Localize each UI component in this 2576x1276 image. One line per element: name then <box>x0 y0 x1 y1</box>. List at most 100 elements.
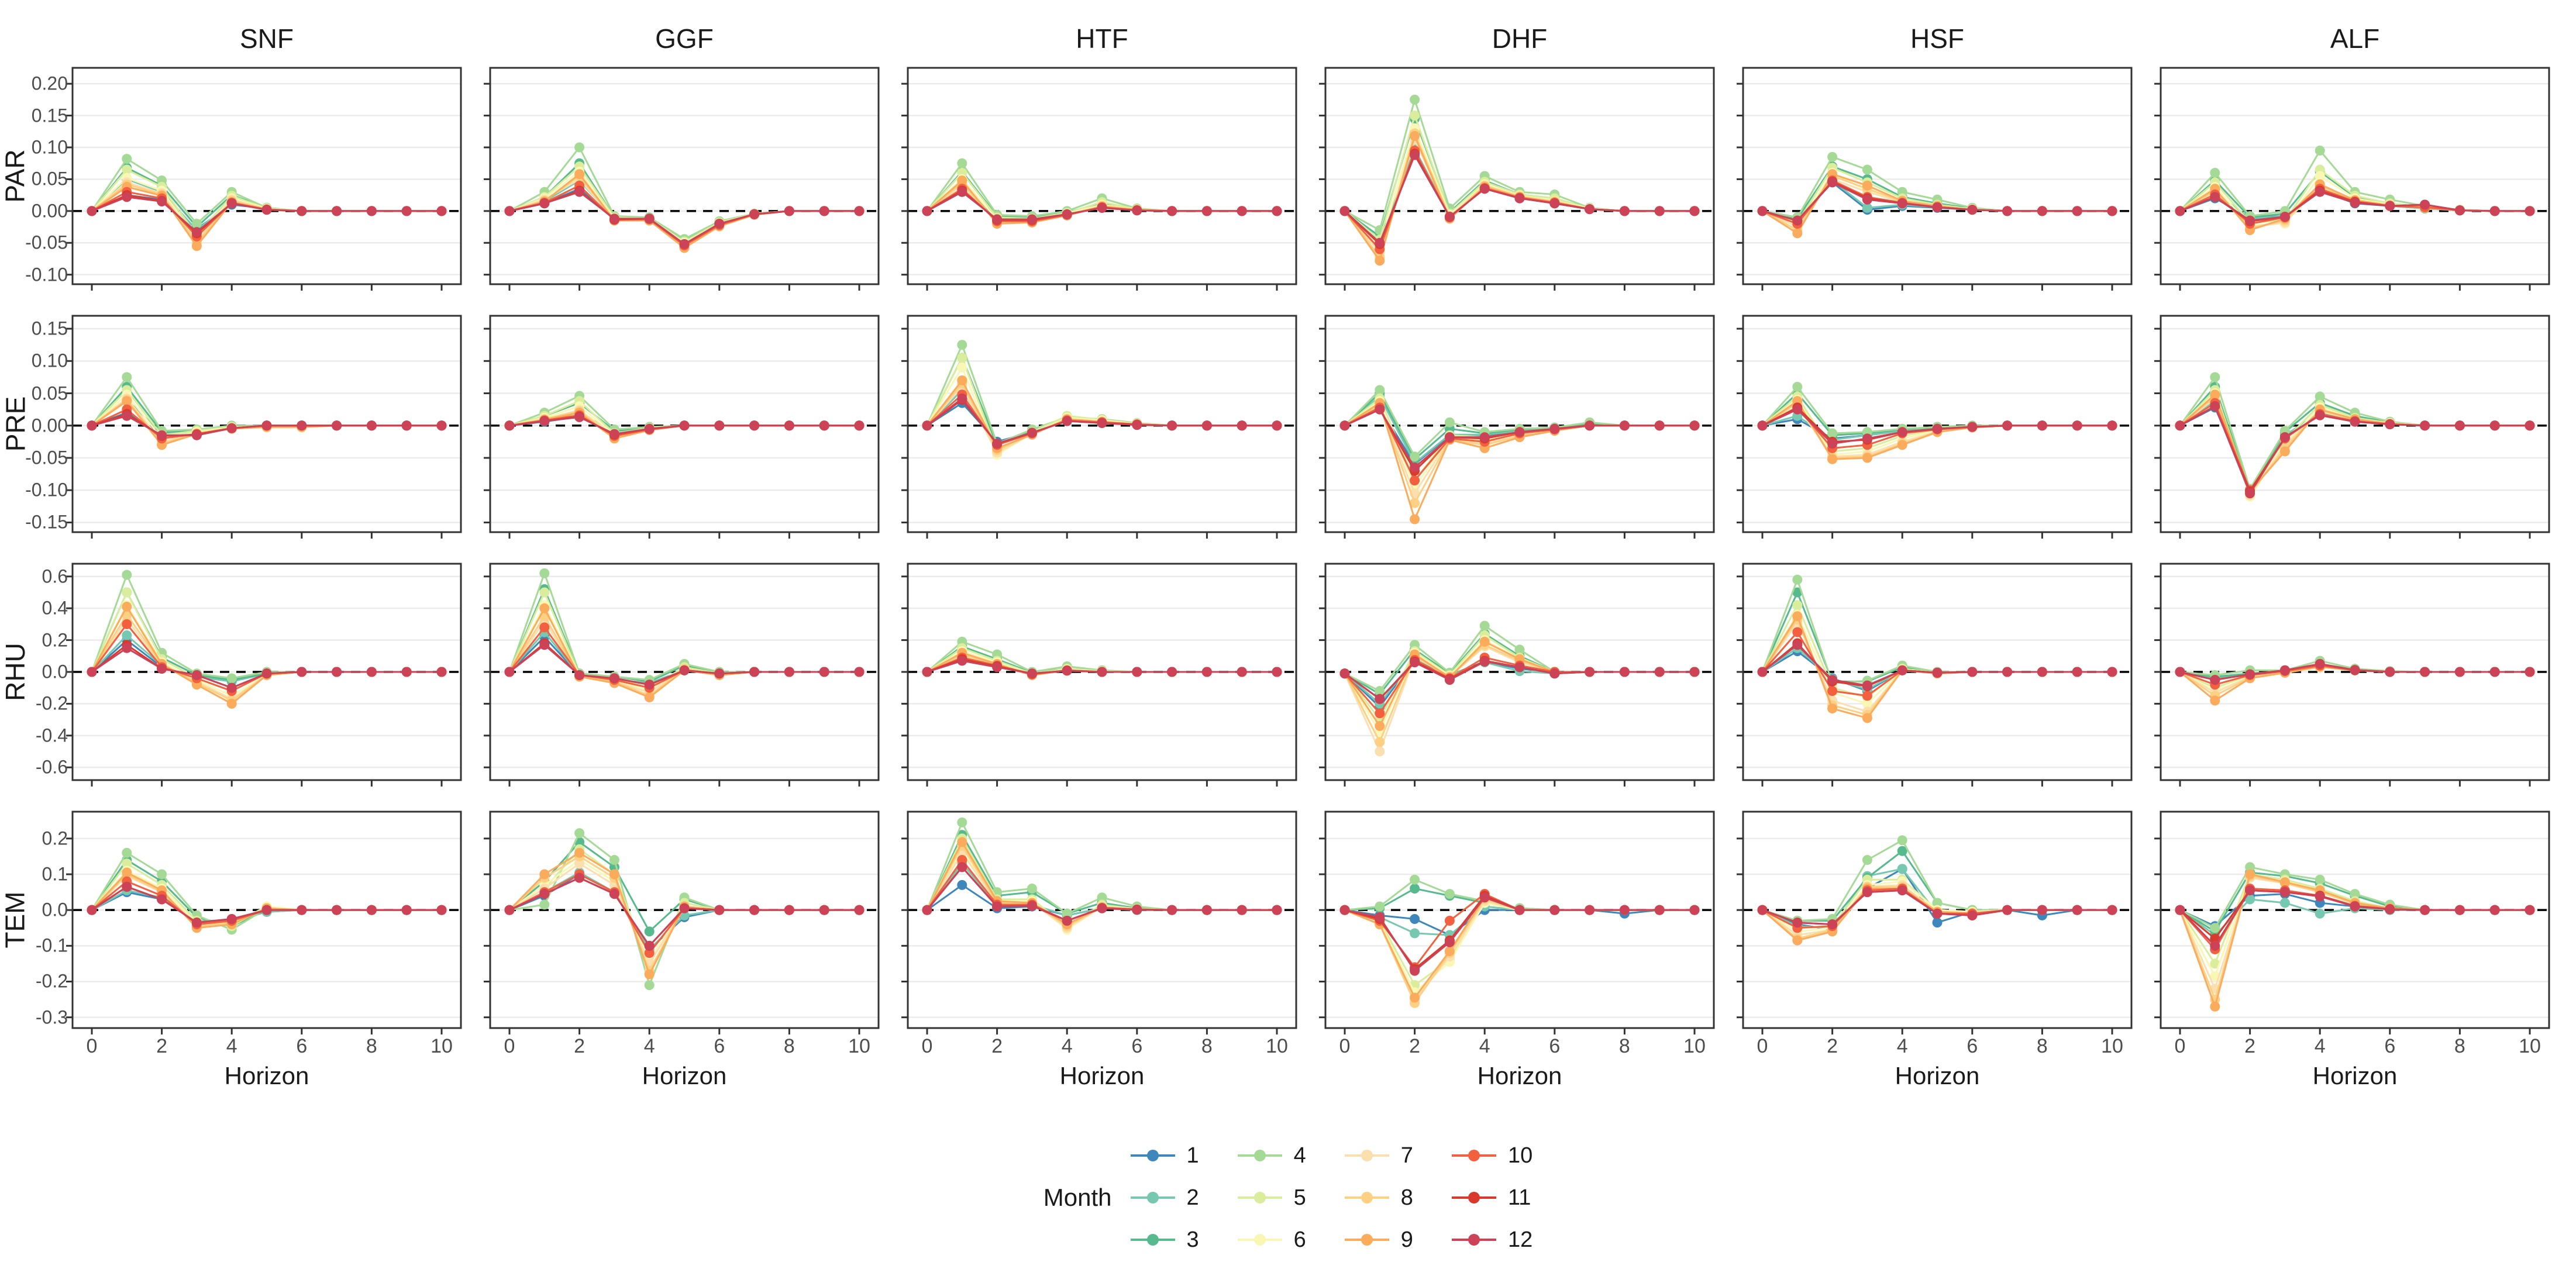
x-tick-label: 10 <box>2101 1035 2123 1057</box>
panel-tem-snf <box>66 811 462 1034</box>
panel-pre-alf <box>2154 315 2550 539</box>
legend-key-label: 3 <box>1186 1227 1199 1252</box>
y-tick-label: 0.0 <box>42 661 68 682</box>
x-tick-label: 6 <box>1131 1035 1143 1057</box>
panel-tem-ggf <box>484 811 880 1034</box>
x-tick-labels-alf: 0 2 4 6 8 10 <box>2161 1028 2549 1062</box>
legend-key-6: 6 <box>1237 1227 1306 1253</box>
panel-rhu-htf <box>901 563 1297 787</box>
y-axis-labels-rhu: 0.6 0.4 0.2 0.0 -0.2 -0.4 -0.6 <box>30 564 73 780</box>
y-tick-label: -0.10 <box>25 264 68 285</box>
y-tick-label: 0.05 <box>31 382 68 404</box>
panel-par-dhf <box>1319 67 1715 291</box>
x-tick-label: 6 <box>1967 1035 1978 1057</box>
y-tick-label: 0.00 <box>31 415 68 436</box>
x-tick-label: 4 <box>226 1035 237 1057</box>
panel-rhu-snf <box>66 563 462 787</box>
x-tick-label: 0 <box>86 1035 98 1057</box>
x-tick-labels-row: 0 2 4 6 8 10 0 2 4 6 8 10 0 2 4 6 8 10 0 2 4 6 8 10 0 2 4 6 8 10 0 2 4 6 8… <box>0 1028 2576 1062</box>
x-axis-title-alf: Horizon <box>2312 1062 2398 1089</box>
panel-par-ggf <box>484 67 880 291</box>
legend-key-11: 11 <box>1451 1185 1532 1211</box>
x-tick-label: 6 <box>714 1035 725 1057</box>
x-tick-label: 8 <box>1201 1035 1213 1057</box>
y-tick-label: 0.15 <box>31 105 68 126</box>
panel-tem-hsf <box>1737 811 2133 1034</box>
y-axis-labels-tem: 0.2 0.1 0.0 -0.1 -0.2 -0.3 <box>30 812 73 1028</box>
y-tick-label: -0.6 <box>35 756 68 778</box>
facet-title-dhf: DHF <box>1492 23 1548 54</box>
x-tick-label: 8 <box>2454 1035 2465 1057</box>
x-tick-label: 6 <box>1549 1035 1561 1057</box>
y-tick-label: -0.2 <box>35 970 68 992</box>
chart-row-pre: PRE 0.15 0.10 0.05 0.00 -0.05 -0.10 -0.15 <box>0 315 2576 539</box>
panel-pre-ggf <box>484 315 880 539</box>
legend-key-8: 8 <box>1344 1185 1413 1211</box>
x-tick-labels-htf: 0 2 4 6 8 10 <box>908 1028 1296 1062</box>
y-tick-label: 0.2 <box>42 827 68 849</box>
row-label-text: RHU <box>0 643 31 701</box>
x-tick-labels-dhf: 0 2 4 6 8 10 <box>1325 1028 1714 1062</box>
x-tick-label: 6 <box>2384 1035 2396 1057</box>
panel-tem-htf <box>901 811 1297 1034</box>
legend-key-label: 10 <box>1507 1143 1533 1168</box>
y-tick-label: -0.05 <box>25 232 68 253</box>
legend-key-glyph <box>1451 1192 1496 1203</box>
x-axis-title-snf: Horizon <box>224 1062 309 1089</box>
x-tick-label: 2 <box>991 1035 1003 1057</box>
y-tick-label: 0.10 <box>31 136 68 158</box>
x-tick-label: 8 <box>366 1035 377 1057</box>
x-tick-labels-ggf: 0 2 4 6 8 10 <box>490 1028 879 1062</box>
legend-key-label: 11 <box>1507 1185 1531 1210</box>
facet-title-alf: ALF <box>2330 23 2380 54</box>
x-tick-labels-snf: 0 2 4 6 8 10 <box>73 1028 461 1062</box>
facet-title-ggf: GGF <box>655 23 714 54</box>
y-tick-label: 0.1 <box>42 863 68 885</box>
x-tick-label: 8 <box>1618 1035 1630 1057</box>
x-tick-label: 10 <box>1266 1035 1288 1057</box>
legend-key-label: 12 <box>1507 1227 1533 1252</box>
row-label-text: PAR <box>0 149 31 203</box>
legend-key-1: 1 <box>1129 1143 1199 1168</box>
legend-key-7: 7 <box>1344 1143 1413 1168</box>
y-tick-label: -0.1 <box>35 934 68 956</box>
legend-key-label: 2 <box>1186 1185 1199 1210</box>
y-tick-label: -0.15 <box>25 511 68 533</box>
x-tick-label: 2 <box>156 1035 168 1057</box>
legend-grid: 1 2 3 4 5 6 7 8 9 10 11 12 <box>1129 1134 1533 1261</box>
x-tick-label: 4 <box>1479 1035 1490 1057</box>
row-label-tem: TEM <box>0 812 30 1028</box>
legend-key-glyph <box>1237 1150 1282 1161</box>
legend-key-label: 1 <box>1186 1143 1199 1168</box>
legend-key-glyph <box>1130 1150 1175 1161</box>
panel-pre-snf <box>66 315 462 539</box>
legend-key-label: 9 <box>1400 1227 1413 1252</box>
x-tick-label: 0 <box>2174 1035 2186 1057</box>
legend-key-label: 7 <box>1400 1143 1413 1168</box>
legend-key-glyph <box>1130 1234 1175 1246</box>
panel-tem-dhf <box>1319 811 1715 1034</box>
legend-key-glyph <box>1237 1192 1282 1203</box>
x-tick-label: 10 <box>431 1035 453 1057</box>
legend-key-label: 5 <box>1293 1185 1306 1210</box>
legend-key-label: 4 <box>1293 1143 1306 1168</box>
x-axis-titles-row: Horizon Horizon Horizon Horizon Horizon Horiz… <box>0 1062 2576 1111</box>
legend-key-glyph <box>1344 1150 1389 1161</box>
legend-key-9: 9 <box>1344 1227 1413 1253</box>
panel-rhu-ggf <box>484 563 880 787</box>
legend-key-label: 6 <box>1293 1227 1306 1252</box>
y-tick-label: 0.15 <box>31 318 68 339</box>
chart-row-rhu: RHU 0.6 0.4 0.2 0.0 -0.2 -0.4 -0.6 <box>0 563 2576 787</box>
chart-root: SNF GGF HTF DHF HSF ALF PAR 0.20 0.15 0.10 0.05 0.0… <box>0 9 2576 1111</box>
y-tick-label: 0.10 <box>31 350 68 371</box>
x-tick-label: 2 <box>2244 1035 2256 1057</box>
panel-pre-hsf <box>1737 315 2133 539</box>
legend-key-label: 8 <box>1400 1185 1413 1210</box>
legend-key-3: 3 <box>1129 1227 1199 1253</box>
y-tick-label: 0.4 <box>42 597 68 619</box>
y-tick-label: 0.05 <box>31 168 68 189</box>
y-tick-label: 0.0 <box>42 899 68 920</box>
y-axis-labels-pre: 0.15 0.10 0.05 0.00 -0.05 -0.10 -0.15 <box>25 316 73 533</box>
x-axis-title-htf: Horizon <box>1059 1062 1145 1089</box>
